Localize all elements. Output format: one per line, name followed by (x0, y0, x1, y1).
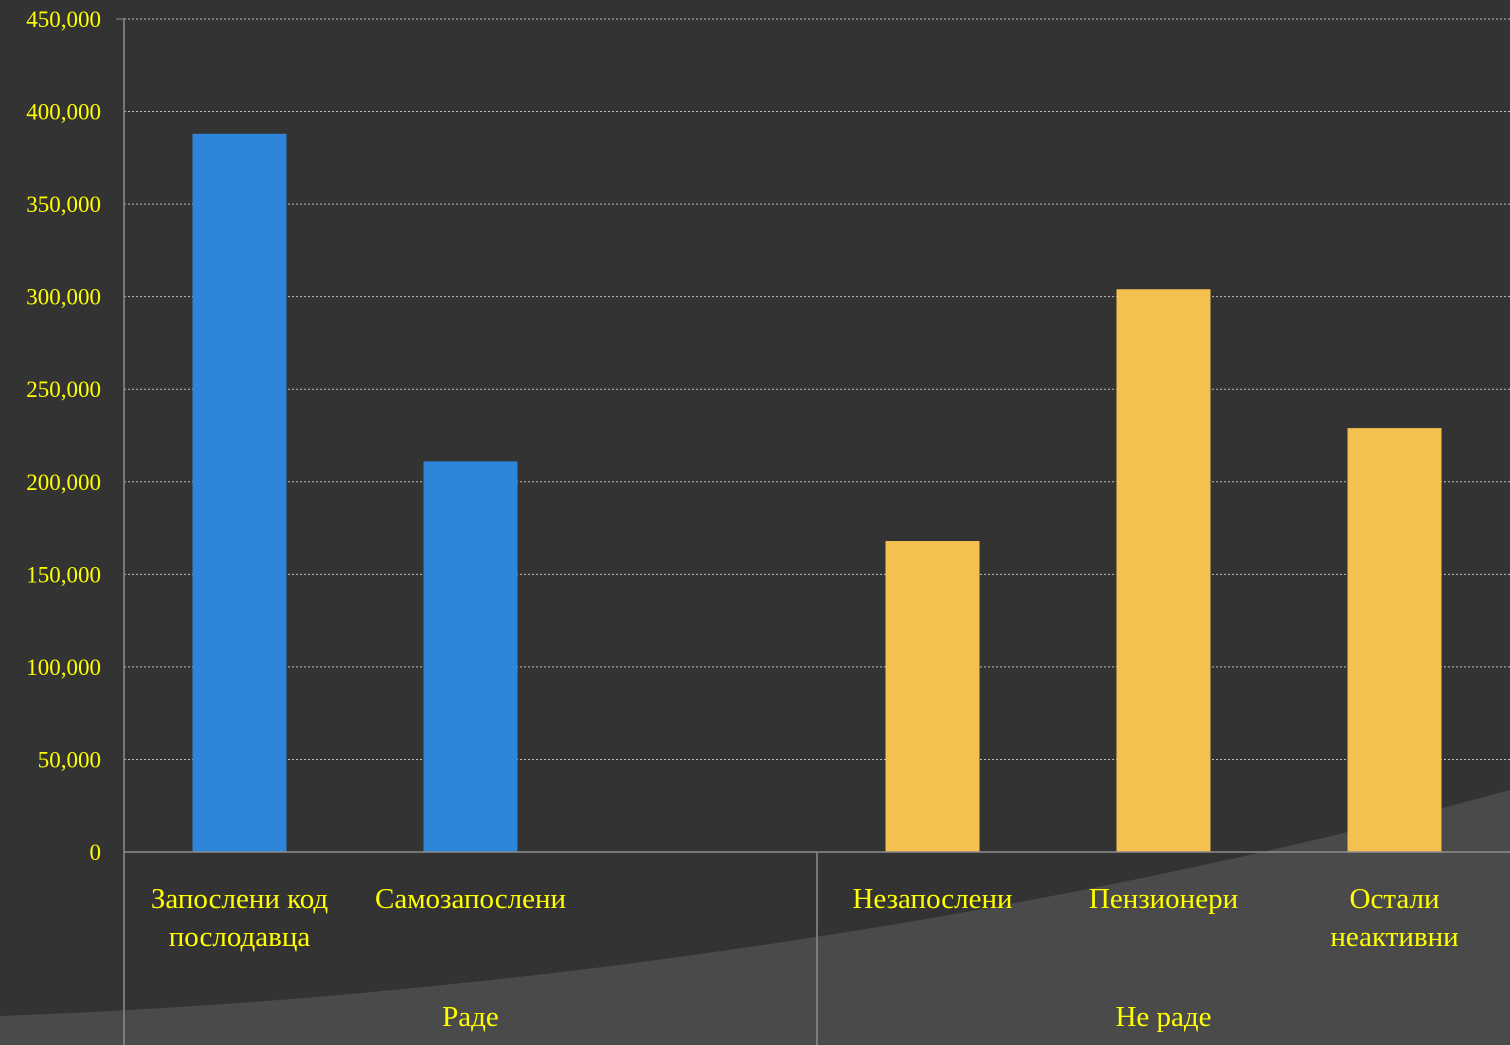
axes (116, 18, 1510, 1045)
x-category-label: Самозапослени (375, 883, 566, 915)
x-category-label: Остали (1350, 883, 1440, 915)
x-category-label: Запослени код (151, 883, 329, 915)
gridlines (124, 18, 1510, 760)
y-tick-label: 0 (90, 840, 102, 865)
y-tick-label: 200,000 (26, 470, 101, 495)
x-category-label: неактивни (1330, 921, 1458, 953)
y-tick-label: 250,000 (26, 377, 101, 402)
y-tick-label: 150,000 (26, 562, 101, 587)
background-swoosh (0, 790, 1510, 1045)
bar (1116, 289, 1211, 852)
bar (885, 541, 980, 852)
x-category-label: послодавца (169, 921, 311, 953)
y-tick-label: 100,000 (26, 655, 101, 680)
x-group-label: Раде (442, 1001, 499, 1033)
bars (192, 133, 1442, 852)
y-tick-label: 300,000 (26, 285, 101, 310)
bar (192, 133, 287, 852)
y-tick-label: 350,000 (26, 192, 101, 217)
y-tick-label: 50,000 (38, 747, 101, 772)
bar (423, 461, 518, 852)
labels: 0 50,000 100,000 150,000 200,000 250,000 300,0… (26, 7, 1458, 1033)
y-tick-label: 450,000 (26, 7, 101, 32)
x-category-label: Незапослени (852, 883, 1012, 915)
x-group-label: Не раде (1115, 1001, 1211, 1033)
bar (1347, 428, 1442, 852)
x-category-label: Пензионери (1089, 883, 1238, 915)
y-tick-label: 400,000 (26, 100, 101, 125)
